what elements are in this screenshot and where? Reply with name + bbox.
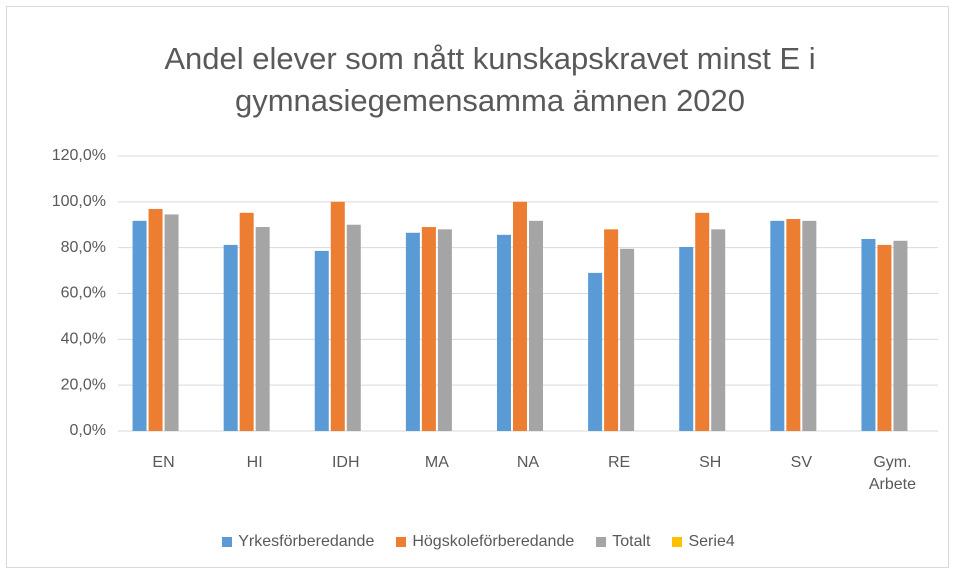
bar xyxy=(620,248,635,431)
bar xyxy=(802,220,817,431)
bar xyxy=(330,201,345,431)
bar xyxy=(346,224,361,431)
legend-label: Totalt xyxy=(612,533,651,550)
bar xyxy=(695,212,710,431)
legend-label: Serie4 xyxy=(688,533,735,550)
y-tick-label: 80,0% xyxy=(61,239,106,256)
bar xyxy=(513,201,527,431)
bar xyxy=(223,244,238,431)
bar xyxy=(529,220,543,431)
legend-swatch xyxy=(672,537,683,547)
y-tick-label: 0,0% xyxy=(70,422,106,439)
x-tick-label: IDH xyxy=(331,454,360,471)
bar xyxy=(588,272,603,431)
bar xyxy=(405,232,420,431)
legend-label: Högskoleförberedande xyxy=(412,533,575,550)
legend: Yrkesförberedande Högskoleförberedande Tot… xyxy=(0,533,957,551)
bar xyxy=(497,234,511,431)
bar xyxy=(877,244,892,431)
y-tick-label: 60,0% xyxy=(61,285,106,302)
x-tick-label: MA xyxy=(424,454,449,471)
x-tick-label: NA xyxy=(516,454,540,471)
bar xyxy=(314,250,329,431)
bar xyxy=(893,240,908,431)
chart-title: Andel elever som nått kunskapskravet min… xyxy=(164,41,816,118)
x-tick-label: Gym. Arbete xyxy=(868,454,916,493)
bar xyxy=(421,227,436,431)
legend-item: Totalt xyxy=(596,533,650,551)
bar xyxy=(437,229,452,431)
bar xyxy=(604,229,619,431)
x-tick-label: RE xyxy=(607,454,631,471)
y-tick-label: 120,0% xyxy=(52,147,106,164)
x-tick-label: HI xyxy=(246,454,263,471)
x-tick-label: SV xyxy=(790,454,812,471)
bar xyxy=(770,220,785,431)
legend-item: Serie4 xyxy=(672,533,735,551)
bar xyxy=(255,227,270,431)
bar xyxy=(148,208,163,431)
legend-swatch xyxy=(222,537,233,547)
legend-item: Högskoleförberedande xyxy=(396,533,574,551)
bar xyxy=(239,212,254,431)
legend-swatch xyxy=(596,537,607,547)
bar xyxy=(786,219,801,431)
y-tick-label: 100,0% xyxy=(52,193,106,210)
bar xyxy=(711,229,726,431)
y-tick-label: 40,0% xyxy=(61,331,106,348)
legend-swatch xyxy=(396,537,407,547)
bar xyxy=(132,220,147,431)
chart-border xyxy=(6,6,949,568)
x-tick-label: SH xyxy=(699,454,722,471)
bar xyxy=(164,214,179,431)
legend-item: Yrkesförberedande xyxy=(222,533,374,551)
bar xyxy=(861,238,876,431)
x-tick-label: EN xyxy=(152,454,175,471)
legend-label: Yrkesförberedande xyxy=(238,533,375,550)
y-tick-label: 20,0% xyxy=(61,376,106,393)
bar xyxy=(679,246,694,431)
